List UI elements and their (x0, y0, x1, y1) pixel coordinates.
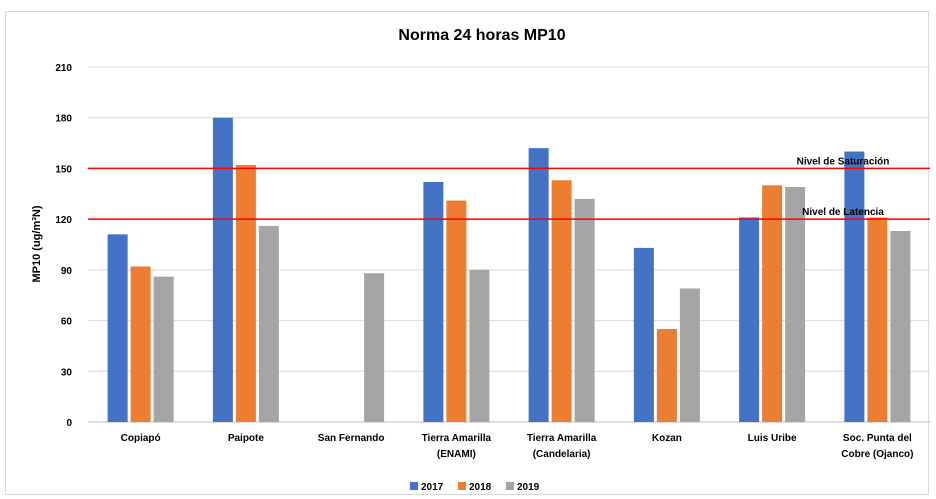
bar (107, 234, 128, 422)
x-tick-label: Copiapó (121, 433, 161, 444)
x-tick-label: Cobre (Ojanco) (841, 449, 913, 460)
chart-frame (5, 11, 929, 495)
legend-label: 2018 (469, 482, 492, 493)
bar (739, 217, 760, 422)
bar (364, 273, 385, 422)
x-tick-label: Tierra Amarilla (422, 433, 492, 444)
y-tick-label: 60 (61, 317, 73, 328)
chart-title: Norma 24 horas MP10 (398, 27, 565, 44)
bar (890, 230, 911, 422)
bar (423, 181, 444, 422)
y-tick-label: 210 (55, 63, 72, 74)
y-axis-title: MP10 (ug/m³N) (31, 205, 43, 282)
y-tick-label: 180 (55, 114, 72, 125)
x-tick-label: Luis Uribe (748, 433, 797, 444)
bar (551, 180, 572, 422)
y-tick-label: 90 (61, 266, 73, 277)
x-tick-label: Tierra Amarilla (527, 433, 597, 444)
legend-swatch (458, 482, 466, 490)
reference-line-label: Nivel de Saturación (797, 156, 890, 167)
bar (130, 266, 151, 422)
bar (153, 276, 174, 422)
y-tick-label: 150 (55, 164, 72, 175)
bar (844, 151, 865, 422)
x-tick-label: (Candelaria) (533, 449, 591, 460)
bar (258, 225, 279, 422)
legend-swatch (410, 482, 418, 490)
reference-line-label: Nivel de Latencia (802, 207, 884, 218)
legend-label: 2019 (517, 482, 540, 493)
bar (633, 247, 654, 422)
bar (528, 148, 549, 422)
y-tick-label: 120 (55, 215, 72, 226)
x-tick-label: Paipote (228, 433, 265, 444)
x-tick-label: San Fernando (318, 433, 385, 444)
bar (574, 198, 595, 422)
bar (212, 117, 233, 422)
x-tick-label: Soc. Punta del (843, 433, 912, 444)
y-tick-label: 0 (66, 418, 72, 429)
x-tick-label: (ENAMI) (437, 449, 476, 460)
bar (867, 217, 888, 422)
legend-label: 2017 (421, 482, 444, 493)
bar (762, 185, 783, 422)
legend-swatch (506, 482, 514, 490)
bar (656, 329, 677, 422)
bar (235, 165, 256, 423)
bar (679, 288, 700, 422)
x-tick-label: Kozan (652, 433, 682, 444)
y-tick-label: 30 (61, 367, 73, 378)
bar (785, 187, 806, 422)
bar (446, 200, 467, 422)
bar (469, 269, 490, 422)
